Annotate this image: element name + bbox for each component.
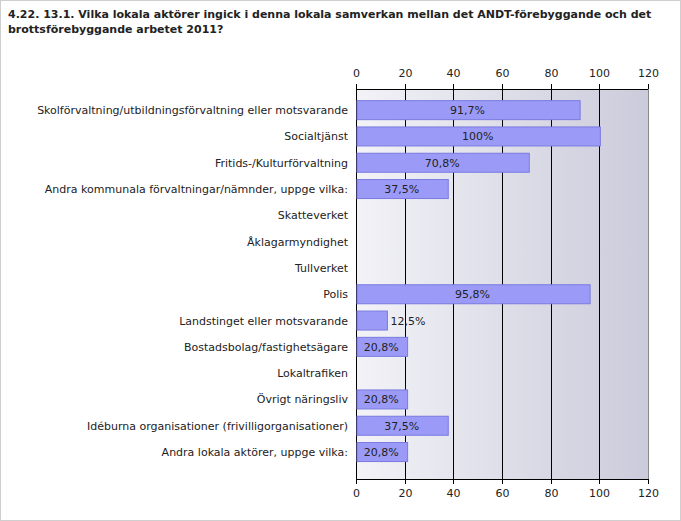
grid-line xyxy=(551,89,552,479)
plot-background xyxy=(356,89,648,479)
tick-label: 40 xyxy=(447,487,461,500)
tick-label: 60 xyxy=(496,67,510,80)
data-label: 37,5% xyxy=(384,183,419,196)
data-label: 95,8% xyxy=(455,288,490,301)
grid-line xyxy=(502,89,503,479)
category-label: Skolförvaltning/utbildningsförvaltning e… xyxy=(37,104,348,117)
bar xyxy=(357,258,358,277)
bar xyxy=(357,364,358,383)
tick-label: 120 xyxy=(638,67,659,80)
data-label: 70,8% xyxy=(425,157,460,170)
tick-mark xyxy=(599,84,600,89)
bar xyxy=(357,206,358,225)
data-label: 37,5% xyxy=(384,420,419,433)
bar xyxy=(357,153,529,172)
category-label: Idéburna organisationer (frivilligorgani… xyxy=(87,420,348,433)
category-label: Tullverket xyxy=(294,262,349,275)
data-label: 20,8% xyxy=(364,446,399,459)
tick-label: 80 xyxy=(545,67,559,80)
bar xyxy=(357,101,580,120)
category-label: Andra lokala aktörer, uppge vilka: xyxy=(162,446,348,459)
data-label: 12,5% xyxy=(390,315,425,328)
category-label: Socialtjänst xyxy=(284,130,348,143)
category-label: Polis xyxy=(323,288,348,301)
category-label: Övrigt näringsliv xyxy=(257,393,349,406)
category-label: Bostadsbolag/fastighetsägare xyxy=(184,341,348,354)
tick-mark xyxy=(648,84,649,89)
tick-label: 100 xyxy=(589,67,610,80)
bar xyxy=(357,311,387,330)
tick-mark xyxy=(648,479,649,484)
bar xyxy=(357,416,448,435)
tick-label: 80 xyxy=(545,487,559,500)
tick-mark xyxy=(405,84,406,89)
tick-label: 0 xyxy=(353,487,360,500)
bar xyxy=(357,443,408,462)
bar xyxy=(357,337,408,356)
data-label: 20,8% xyxy=(364,393,399,406)
tick-mark xyxy=(551,84,552,89)
grid-line xyxy=(648,89,649,479)
tick-label: 60 xyxy=(496,487,510,500)
category-label: Andra kommunala förvaltningar/nämnder, u… xyxy=(45,183,348,196)
tick-label: 120 xyxy=(638,487,659,500)
category-label: Fritids-/Kulturförvaltning xyxy=(215,157,348,170)
tick-label: 20 xyxy=(399,487,413,500)
tick-label: 40 xyxy=(447,67,461,80)
axis-line xyxy=(356,89,648,90)
grid-line xyxy=(599,89,600,479)
bar xyxy=(357,390,408,409)
grid-line xyxy=(453,89,454,479)
bar xyxy=(357,180,448,199)
category-label: Åklagarmyndighet xyxy=(247,236,349,249)
chart-svg: 0 0 20 20 40 40 60 60 80 80 100 100 120 120 Skolförval… xyxy=(1,1,681,521)
category-label: Lokaltrafiken xyxy=(277,367,348,380)
category-label: Landstinget eller motsvarande xyxy=(179,315,348,328)
data-label: 100% xyxy=(462,130,493,143)
category-label: Skatteverket xyxy=(278,209,349,222)
bars xyxy=(357,101,600,462)
bar xyxy=(357,232,358,251)
tick-mark xyxy=(356,84,357,89)
data-label: 20,8% xyxy=(364,341,399,354)
axis-line xyxy=(648,89,649,479)
bar xyxy=(357,285,590,304)
axis-line xyxy=(356,479,648,480)
chart: 4.22. 13.1. Vilka lokala aktörer ingick … xyxy=(0,0,681,521)
tick-label: 100 xyxy=(589,487,610,500)
tick-mark xyxy=(453,84,454,89)
tick-label: 0 xyxy=(353,67,360,80)
bar xyxy=(357,127,600,146)
labels: Skolförvaltning/utbildningsförvaltning e… xyxy=(37,104,493,459)
tick-label: 20 xyxy=(399,67,413,80)
data-label: 91,7% xyxy=(450,104,485,117)
title: 4.22. 13.1. Vilka lokala aktörer ingick … xyxy=(8,7,668,37)
tick-mark xyxy=(502,84,503,89)
